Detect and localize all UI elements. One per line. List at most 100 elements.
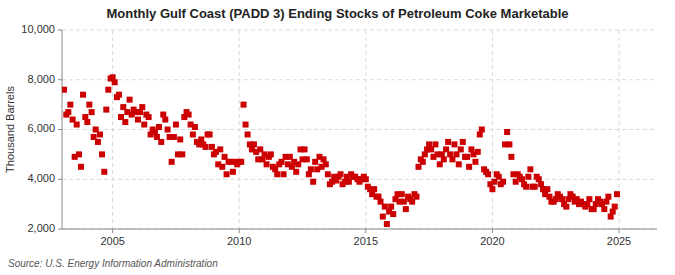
point <box>169 159 175 165</box>
point <box>508 154 514 160</box>
point <box>466 164 472 170</box>
x-tick <box>492 229 493 233</box>
y-axis-label: Thousand Barrels <box>4 86 16 173</box>
y-grid-line <box>62 30 657 31</box>
point <box>76 151 82 157</box>
point <box>171 134 177 140</box>
point <box>86 102 92 108</box>
point <box>432 141 438 147</box>
x-tick-label: 2020 <box>480 235 504 247</box>
y-tick <box>58 229 62 230</box>
y-tick <box>58 179 62 180</box>
point <box>141 122 147 128</box>
point <box>80 92 86 98</box>
point <box>323 161 329 167</box>
point <box>363 176 369 182</box>
x-axis-line <box>62 229 657 230</box>
point <box>78 164 84 170</box>
plot-area <box>62 30 657 229</box>
point <box>162 117 168 123</box>
point <box>122 119 128 125</box>
point <box>390 211 396 217</box>
point <box>95 139 101 145</box>
point <box>544 186 550 192</box>
point <box>99 151 105 157</box>
source-note: Source: U.S. Energy Information Administ… <box>8 258 218 269</box>
point <box>67 102 73 108</box>
point <box>310 179 316 185</box>
x-tick <box>112 229 113 233</box>
point <box>504 129 510 135</box>
point <box>165 127 171 133</box>
point <box>89 109 95 115</box>
point <box>190 131 196 137</box>
point <box>479 127 485 133</box>
y-tick-label: 4,000 <box>27 172 55 184</box>
y-tick-label: 8,000 <box>27 73 55 85</box>
point <box>506 141 512 147</box>
point <box>135 117 141 123</box>
point <box>158 139 164 145</box>
x-tick-label: 2015 <box>354 235 378 247</box>
y-grid-line <box>62 79 657 80</box>
point <box>601 206 607 212</box>
point <box>116 92 122 98</box>
point <box>264 161 270 167</box>
point <box>217 146 223 152</box>
point <box>65 109 71 115</box>
point <box>472 159 478 165</box>
point <box>614 191 620 197</box>
point <box>456 161 462 167</box>
point <box>458 146 464 152</box>
point <box>139 104 145 110</box>
point <box>500 179 506 185</box>
point <box>302 146 308 152</box>
x-grid-line <box>619 30 620 229</box>
point <box>274 171 280 177</box>
point <box>97 131 103 137</box>
x-tick-label: 2005 <box>100 235 124 247</box>
title: Monthly Gulf Coast (PADD 3) Ending Stock… <box>106 6 568 21</box>
point <box>241 102 247 108</box>
point <box>420 159 426 165</box>
point <box>371 186 377 192</box>
point <box>251 141 257 147</box>
point <box>245 131 251 137</box>
point <box>586 196 592 202</box>
x-tick-label: 2010 <box>227 235 251 247</box>
x-grid-line <box>492 30 493 229</box>
point <box>304 156 310 162</box>
point <box>605 194 611 200</box>
point <box>224 171 230 177</box>
point <box>238 159 244 165</box>
x-tick-label: 2025 <box>607 235 631 247</box>
point <box>523 184 529 190</box>
point <box>380 214 386 220</box>
y-tick-label: 6,000 <box>27 122 55 134</box>
x-grid-line <box>365 30 366 229</box>
point <box>173 122 179 128</box>
chart: 2,0004,0006,0008,00010,00020052010201520… <box>0 0 675 275</box>
points <box>62 74 620 227</box>
point <box>127 97 133 103</box>
y-tick <box>58 30 62 31</box>
point <box>230 169 236 175</box>
point <box>612 204 618 210</box>
point <box>84 119 90 125</box>
x-tick <box>239 229 240 233</box>
point <box>179 151 185 157</box>
point <box>399 191 405 197</box>
point <box>489 186 495 192</box>
point <box>243 122 249 128</box>
point <box>464 154 470 160</box>
point <box>338 171 344 177</box>
point <box>403 206 409 212</box>
point <box>460 139 466 145</box>
y-tick <box>58 79 62 80</box>
point <box>219 164 225 170</box>
point <box>207 131 213 137</box>
point <box>101 169 107 175</box>
point <box>308 166 314 172</box>
x-grid-line <box>112 30 113 229</box>
point <box>525 174 531 180</box>
